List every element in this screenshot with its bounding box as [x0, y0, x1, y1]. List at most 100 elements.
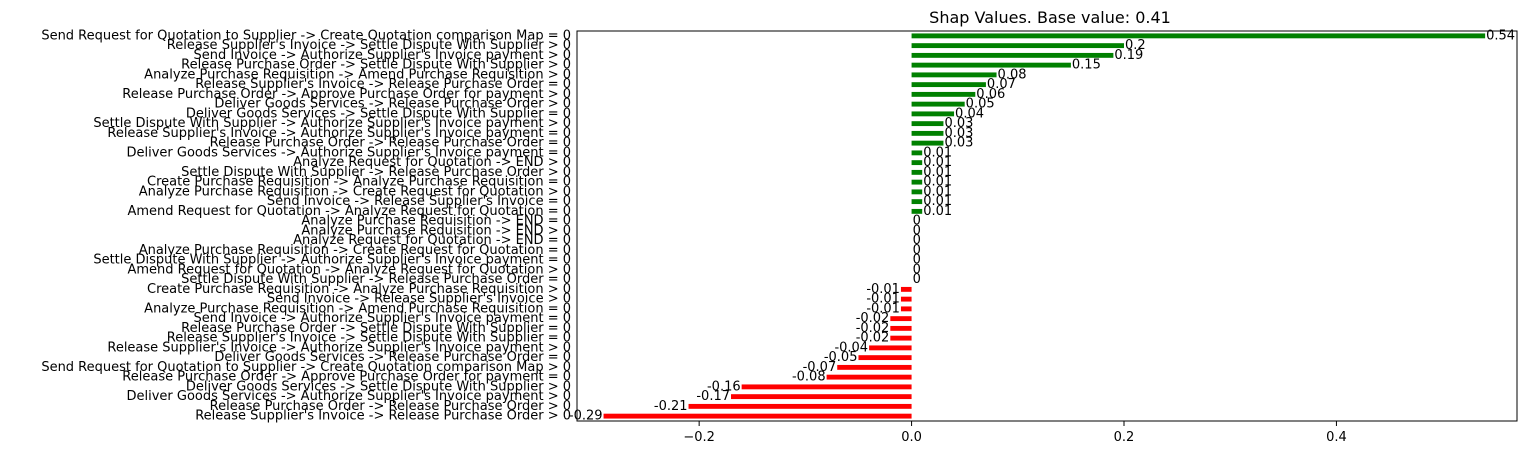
- bar: [911, 111, 955, 117]
- bar: [890, 325, 912, 331]
- bar: [911, 150, 923, 156]
- bar: [911, 169, 923, 175]
- category-label: Analyze Purchase Requisition -> Amend Pu…: [144, 301, 571, 316]
- category-label: Release Supplier's Invoice -> Authorize …: [107, 126, 571, 141]
- category-label: Deliver Goods Services -> Authorize Supp…: [126, 145, 571, 160]
- category-label: Settle Dispute With Supplier -> Release …: [181, 165, 571, 180]
- category-label: Send Invoice -> Release Supplier's Invoi…: [267, 292, 571, 307]
- category-label: Create Purchase Requisition -> Analyze P…: [147, 282, 571, 297]
- category-label: Send Invoice -> Release Supplier's Invoi…: [267, 194, 571, 209]
- category-label: Release Purchase Order -> Release Purcha…: [210, 399, 571, 414]
- category-label: Release Supplier's Invoice -> Release Pu…: [195, 409, 571, 424]
- bar: [603, 413, 912, 419]
- category-label: Release Purchase Order -> Settle Dispute…: [181, 321, 571, 336]
- category-label: Analyze Purchase Requisition -> END = 0: [301, 214, 571, 229]
- value-label: 0.08: [998, 67, 1027, 82]
- category-label: Deliver Goods Services -> Authorize Supp…: [126, 389, 571, 404]
- value-label: -0.05: [824, 350, 858, 365]
- value-label: 0.03: [944, 116, 973, 131]
- bar: [869, 345, 912, 351]
- value-label: -0.02: [856, 331, 890, 346]
- category-label: Analyze Purchase Requisition -> Amend Pu…: [144, 67, 571, 82]
- category-label: Deliver Goods Services -> Settle Dispute…: [186, 379, 571, 394]
- bar: [741, 384, 912, 390]
- bar: [826, 374, 912, 380]
- value-label: 0.01: [923, 145, 952, 160]
- bar: [911, 189, 923, 195]
- category-label: Release Supplier's Invoice -> Settle Dis…: [167, 38, 571, 53]
- value-label: -0.17: [696, 389, 730, 404]
- category-label: Analyze Purchase Requisition -> Create R…: [139, 184, 571, 199]
- bar: [911, 121, 944, 127]
- bar: [900, 296, 912, 302]
- category-label: Settle Dispute With Supplier -> Authoriz…: [93, 253, 571, 268]
- value-label: 0.06: [976, 87, 1005, 102]
- value-label: 0.01: [923, 165, 952, 180]
- value-label: 0.01: [923, 204, 952, 219]
- value-label: 0.01: [923, 194, 952, 209]
- category-label: Release Purchase Order -> Approve Purcha…: [122, 370, 571, 385]
- category-label: Send Request for Quotation to Supplier -…: [41, 360, 571, 375]
- value-label: 0.15: [1072, 58, 1101, 73]
- category-label: Amend Request for Quotation -> Analyze R…: [128, 204, 572, 219]
- bar: [911, 160, 923, 166]
- value-label: 0: [913, 243, 921, 258]
- bar: [911, 72, 997, 78]
- value-label: -0.01: [866, 301, 900, 316]
- value-label: 0.01: [923, 184, 952, 199]
- value-labels: 0.540.20.190.150.080.070.060.050.040.030…: [569, 28, 1515, 423]
- value-label: -0.07: [803, 360, 837, 375]
- value-label: 0.03: [944, 136, 973, 151]
- bar: [911, 179, 923, 185]
- category-label: Amend Request for Quotation -> Analyze R…: [128, 262, 572, 277]
- value-label: -0.01: [866, 292, 900, 307]
- category-label: Send Invoice -> Authorize Supplier's Inv…: [193, 311, 571, 326]
- category-label: Send Invoice -> Authorize Supplier's Inv…: [193, 48, 571, 63]
- value-label: 0.05: [966, 97, 995, 112]
- bar: [911, 62, 1071, 68]
- category-label: Analyze Request for Quotation -> END > 0: [293, 155, 571, 170]
- bar: [890, 335, 912, 341]
- bar: [900, 306, 912, 312]
- value-label: -0.21: [654, 399, 688, 414]
- bar: [911, 82, 986, 88]
- category-labels: Send Request for Quotation to Supplier -…: [41, 28, 571, 423]
- category-label: Deliver Goods Services -> Settle Dispute…: [186, 106, 571, 121]
- category-label: Settle Dispute With Supplier -> Release …: [181, 272, 571, 287]
- value-label: 0.2: [1125, 38, 1146, 53]
- category-label: Analyze Purchase Requisition -> END > 0: [301, 223, 571, 238]
- bar: [731, 394, 912, 400]
- value-label: 0: [913, 233, 921, 248]
- value-label: 0.01: [923, 155, 952, 170]
- value-label: 0: [913, 262, 921, 277]
- bar: [911, 33, 1486, 39]
- value-label: -0.08: [792, 370, 826, 385]
- category-label: Release Supplier's Invoice -> Release Pu…: [195, 77, 571, 92]
- value-label: 0: [913, 214, 921, 229]
- bar: [911, 130, 944, 136]
- value-label: -0.02: [856, 321, 890, 336]
- bar: [911, 52, 1114, 58]
- category-label: Analyze Purchase Requisition -> Create R…: [139, 243, 571, 258]
- category-label: Deliver Goods Services -> Release Purcha…: [214, 97, 571, 112]
- value-label: 0: [913, 253, 921, 268]
- x-tick-label: 0.2: [1114, 430, 1135, 445]
- category-label: Release Supplier's Invoice -> Settle Dis…: [167, 331, 571, 346]
- value-label: -0.02: [856, 311, 890, 326]
- bar: [911, 101, 965, 107]
- value-label: -0.04: [834, 340, 868, 355]
- x-tick-label: 0.4: [1326, 430, 1347, 445]
- value-label: 0.19: [1114, 48, 1143, 63]
- bar: [688, 403, 912, 409]
- category-label: Release Supplier's Invoice -> Authorize …: [107, 340, 571, 355]
- chart-title: Shap Values. Base value: 0.41: [929, 8, 1171, 27]
- category-label: Settle Dispute With Supplier -> Authoriz…: [93, 116, 571, 131]
- value-label: 0: [913, 223, 921, 238]
- x-axis: −0.2 0.0 0.2 0.4: [683, 421, 1347, 445]
- bar: [900, 286, 912, 292]
- value-label: 0: [913, 272, 921, 287]
- bars-layer: [603, 33, 1486, 419]
- value-label: 0.07: [987, 77, 1016, 92]
